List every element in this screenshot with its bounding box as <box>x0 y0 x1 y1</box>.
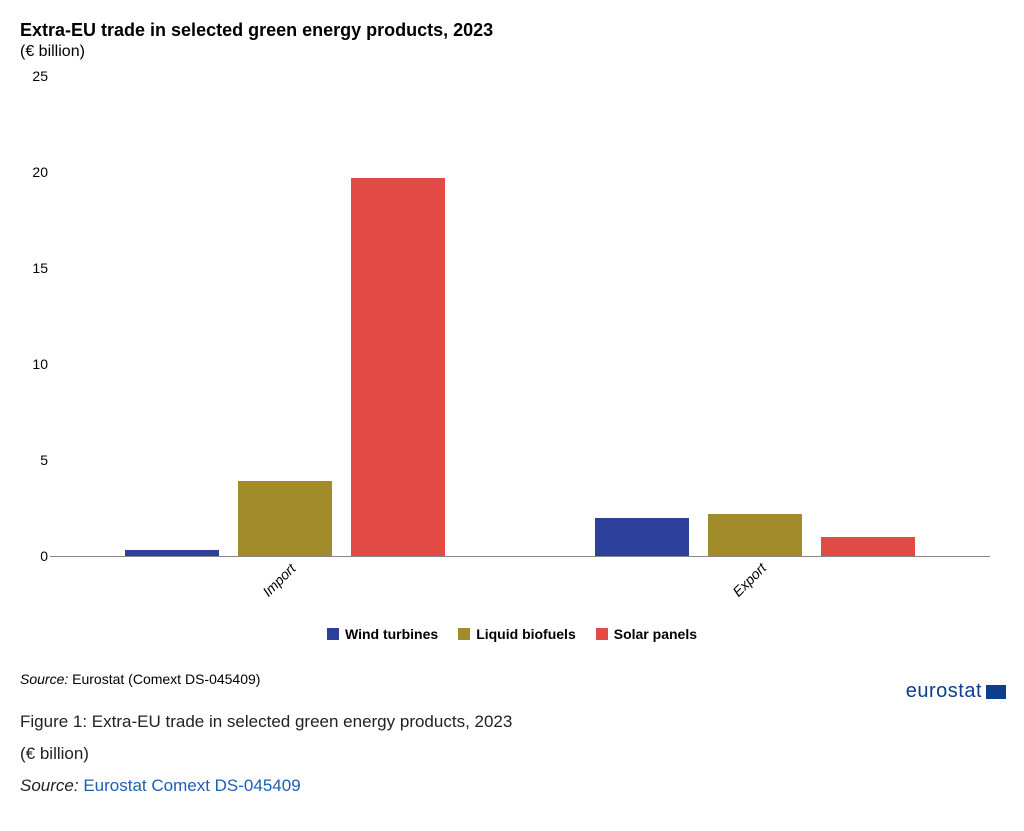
chart-source-line: Source: Eurostat (Comext DS-045409) <box>20 671 1004 687</box>
legend-item: Wind turbines <box>327 626 438 642</box>
legend-label: Solar panels <box>614 626 697 642</box>
eurostat-brand: eurostat <box>906 680 1006 703</box>
legend-label: Liquid biofuels <box>476 626 576 642</box>
y-tick-label: 20 <box>20 164 48 180</box>
legend-label: Wind turbines <box>345 626 438 642</box>
legend-item: Solar panels <box>596 626 697 642</box>
x-category-label: Import <box>259 560 298 599</box>
source-label: Source: <box>20 671 68 687</box>
y-axis: 0510152025 <box>20 76 48 556</box>
chart-title: Extra-EU trade in selected green energy … <box>20 20 1004 41</box>
chart-subtitle: (€ billion) <box>20 43 1004 61</box>
x-axis-line <box>50 556 990 557</box>
bar <box>821 537 915 556</box>
source-text: Eurostat (Comext DS-045409) <box>68 671 260 687</box>
bar <box>351 178 445 556</box>
bars-layer: ImportExport <box>50 76 990 556</box>
caption-source-link[interactable]: Eurostat Comext DS-045409 <box>79 776 301 795</box>
y-tick-label: 15 <box>20 260 48 276</box>
y-tick-label: 25 <box>20 68 48 84</box>
x-category-label: Export <box>729 560 769 600</box>
caption-figure-label: Figure 1: Extra-EU trade in selected gre… <box>20 712 512 732</box>
bar <box>125 550 219 556</box>
figure-caption: Figure 1: Extra-EU trade in selected gre… <box>20 712 512 808</box>
caption-units: (€ billion) <box>20 744 512 764</box>
y-tick-label: 10 <box>20 356 48 372</box>
eu-flag-icon <box>986 685 1006 699</box>
legend-swatch-icon <box>327 628 339 640</box>
chart-legend: Wind turbines Liquid biofuels Solar panels <box>20 626 1004 643</box>
chart-container: Extra-EU trade in selected green energy … <box>20 20 1004 687</box>
legend-swatch-icon <box>596 628 608 640</box>
y-tick-label: 5 <box>20 452 48 468</box>
eurostat-brand-text: eurostat <box>906 680 982 703</box>
legend-swatch-icon <box>458 628 470 640</box>
legend-item: Liquid biofuels <box>458 626 576 642</box>
plot-area: 0510152025 ImportExport <box>50 76 990 556</box>
bar <box>595 518 689 556</box>
bar <box>708 514 802 556</box>
bar <box>238 481 332 556</box>
caption-source-label: Source: <box>20 776 79 795</box>
y-tick-label: 0 <box>20 548 48 564</box>
